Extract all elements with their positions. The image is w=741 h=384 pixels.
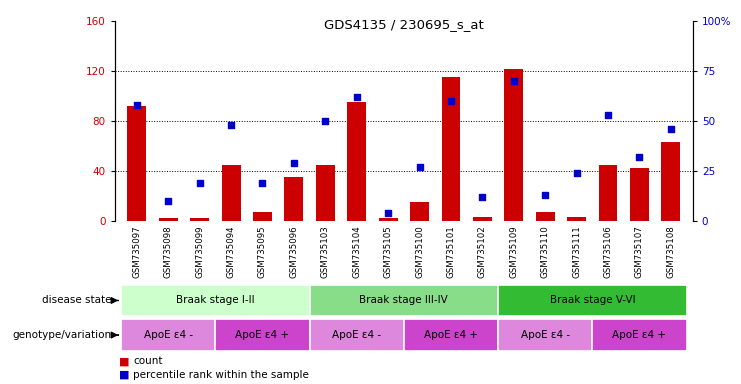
Point xyxy=(319,118,331,124)
Bar xyxy=(316,165,335,221)
Point xyxy=(571,170,582,176)
Text: GSM735102: GSM735102 xyxy=(478,226,487,278)
Bar xyxy=(498,285,687,316)
Text: ApoE ε4 +: ApoE ε4 + xyxy=(612,330,666,340)
Point xyxy=(350,94,362,100)
Point xyxy=(131,102,143,108)
Text: genotype/variation: genotype/variation xyxy=(12,330,111,340)
Point xyxy=(413,164,425,170)
Text: GSM735111: GSM735111 xyxy=(572,226,581,278)
Text: ■: ■ xyxy=(119,370,129,380)
Bar xyxy=(567,217,586,221)
Point xyxy=(508,78,519,84)
Text: GSM735097: GSM735097 xyxy=(133,226,142,278)
Text: percentile rank within the sample: percentile rank within the sample xyxy=(133,370,309,380)
Text: GDS4135 / 230695_s_at: GDS4135 / 230695_s_at xyxy=(324,18,484,31)
Point xyxy=(288,160,300,166)
Text: ■: ■ xyxy=(119,356,129,366)
Text: count: count xyxy=(133,356,163,366)
Point xyxy=(602,112,614,118)
Text: GSM735104: GSM735104 xyxy=(352,226,361,278)
Text: ApoE ε4 -: ApoE ε4 - xyxy=(332,330,382,340)
Text: GSM735101: GSM735101 xyxy=(447,226,456,278)
Bar xyxy=(599,165,617,221)
Text: GSM735096: GSM735096 xyxy=(290,226,299,278)
Text: ApoE ε4 -: ApoE ε4 - xyxy=(144,330,193,340)
Text: ApoE ε4 +: ApoE ε4 + xyxy=(236,330,290,340)
Text: GSM735107: GSM735107 xyxy=(635,226,644,278)
Bar xyxy=(285,177,303,221)
Point xyxy=(665,126,677,132)
Text: GSM735103: GSM735103 xyxy=(321,226,330,278)
Bar xyxy=(222,165,241,221)
Bar xyxy=(253,212,272,221)
Bar xyxy=(442,77,460,221)
Point xyxy=(634,154,645,160)
Bar xyxy=(216,319,310,351)
Text: GSM735095: GSM735095 xyxy=(258,226,267,278)
Point xyxy=(256,180,268,186)
Text: GSM735108: GSM735108 xyxy=(666,226,675,278)
Bar xyxy=(121,285,310,316)
Bar xyxy=(410,202,429,221)
Bar xyxy=(127,106,146,221)
Bar xyxy=(159,218,178,221)
Text: Braak stage III-IV: Braak stage III-IV xyxy=(359,295,448,306)
Point xyxy=(476,194,488,200)
Text: GSM735098: GSM735098 xyxy=(164,226,173,278)
Text: GSM735110: GSM735110 xyxy=(541,226,550,278)
Text: disease state: disease state xyxy=(41,295,111,306)
Point xyxy=(162,198,174,204)
Text: GSM735100: GSM735100 xyxy=(415,226,424,278)
Point xyxy=(539,192,551,198)
Text: ApoE ε4 +: ApoE ε4 + xyxy=(424,330,478,340)
Bar xyxy=(536,212,554,221)
Bar xyxy=(473,217,492,221)
Text: GSM735099: GSM735099 xyxy=(195,226,205,278)
Text: GSM735094: GSM735094 xyxy=(227,226,236,278)
Text: Braak stage I-II: Braak stage I-II xyxy=(176,295,255,306)
Bar xyxy=(310,285,498,316)
Point xyxy=(225,122,237,128)
Bar xyxy=(505,68,523,221)
Text: GSM735109: GSM735109 xyxy=(509,226,518,278)
Bar xyxy=(121,319,216,351)
Point xyxy=(445,98,457,104)
Bar xyxy=(498,319,592,351)
Bar xyxy=(379,218,398,221)
Point xyxy=(382,210,394,216)
Point xyxy=(193,180,205,186)
Bar xyxy=(190,218,209,221)
Text: Braak stage V-VI: Braak stage V-VI xyxy=(550,295,635,306)
Text: ApoE ε4 -: ApoE ε4 - xyxy=(521,330,570,340)
Bar xyxy=(662,142,680,221)
Text: GSM735106: GSM735106 xyxy=(603,226,613,278)
Bar xyxy=(310,319,404,351)
Bar xyxy=(630,168,649,221)
Bar xyxy=(348,102,366,221)
Text: GSM735105: GSM735105 xyxy=(384,226,393,278)
Bar xyxy=(404,319,498,351)
Bar xyxy=(592,319,687,351)
